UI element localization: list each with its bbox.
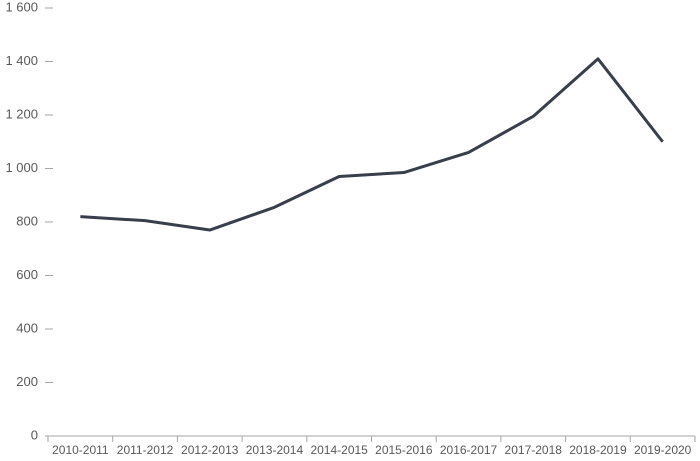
y-tick-label: 0 (31, 427, 38, 442)
x-tick-label: 2013-2014 (246, 443, 304, 457)
x-tick-label: 2015-2016 (375, 443, 433, 457)
y-tick-label: 400 (16, 320, 38, 335)
y-tick-label: 1 400 (5, 53, 38, 68)
y-tick-label: 1 000 (5, 160, 38, 175)
y-tick-label: 1 600 (5, 0, 38, 14)
x-tick-label: 2014-2015 (310, 443, 368, 457)
y-tick-label: 200 (16, 374, 38, 389)
x-tick-label: 2017-2018 (505, 443, 563, 457)
x-tick-label: 2016-2017 (440, 443, 498, 457)
y-tick-label: 1 200 (5, 106, 38, 121)
x-tick-label: 2011-2012 (117, 443, 174, 457)
x-tick-label: 2019-2020 (634, 443, 692, 457)
x-tick-label: 2010-2011 (52, 443, 109, 457)
y-tick-label: 800 (16, 213, 38, 228)
x-tick-label: 2018-2019 (569, 443, 627, 457)
y-tick-label: 600 (16, 267, 38, 282)
x-tick-label: 2012-2013 (181, 443, 239, 457)
data-line (80, 57, 664, 232)
